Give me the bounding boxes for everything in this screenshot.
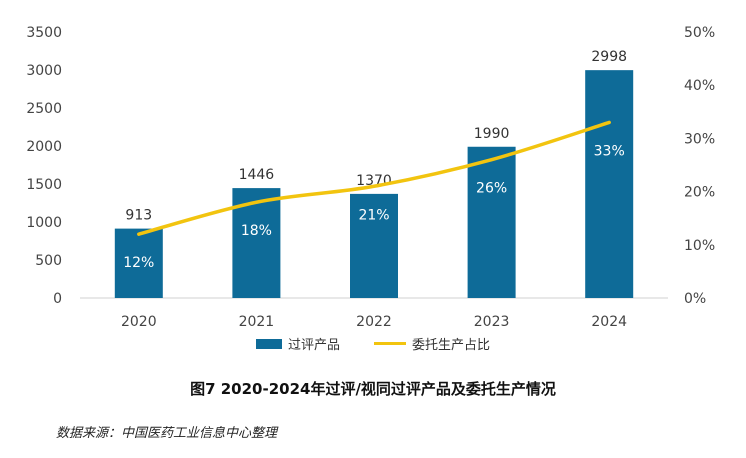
legend-item-bar: 过评产品 — [255, 334, 340, 353]
bar — [114, 228, 163, 298]
bar — [585, 70, 634, 298]
y-right-tick-label: 10% — [684, 238, 715, 254]
legend-label-bar: 过评产品 — [287, 338, 340, 353]
bar — [350, 193, 398, 298]
chart-svg: 0 500 1000 1500 2000 2500 3000 3500 0% 10% 20% 30% 4… — [26, 25, 715, 330]
y-right-tick-label: 20% — [684, 185, 715, 201]
data-source: 数据来源：中国医药工业信息中心整理 — [56, 426, 278, 441]
line-value-label: 26% — [476, 181, 507, 197]
y-left-tick-label: 3000 — [26, 63, 62, 79]
legend-swatch-line — [374, 342, 406, 345]
bar-value-label: 1446 — [239, 167, 275, 183]
y-right-tick-label: 40% — [684, 78, 715, 94]
line-value-label: 21% — [358, 207, 389, 223]
y-right-tick-label: 50% — [684, 25, 715, 41]
legend-swatch-bar — [255, 338, 282, 349]
legend: 过评产品 委托生产占比 — [0, 334, 746, 353]
bar-value-label: 913 — [125, 208, 152, 224]
x-tick-label: 2021 — [239, 314, 275, 330]
legend-item-line: 委托生产占比 — [374, 334, 490, 353]
x-tick-label: 2020 — [121, 314, 157, 330]
line-value-label: 12% — [123, 255, 154, 271]
y-left-tick-label: 1000 — [26, 215, 62, 231]
chart-caption: 图7 2020-2024年过评/视同过评产品及委托生产情况 — [190, 380, 556, 398]
bar — [467, 146, 516, 298]
y-left-tick-label: 3500 — [26, 25, 62, 41]
x-tick-label: 2022 — [356, 314, 392, 330]
y-right-tick-label: 0% — [684, 291, 706, 307]
y-left-tick-label: 0 — [53, 291, 62, 307]
ratio-line — [137, 120, 611, 236]
y-left-tick-label: 2000 — [26, 139, 62, 155]
x-tick-label: 2024 — [591, 314, 627, 330]
line-value-label: 33% — [594, 143, 625, 159]
y-left-tick-label: 1500 — [26, 177, 62, 193]
y-left-tick-label: 2500 — [26, 101, 62, 117]
legend-label-line: 委托生产占比 — [412, 338, 491, 353]
bar-value-label: 2998 — [591, 49, 627, 65]
bar-value-label: 1990 — [474, 126, 510, 142]
y-left-tick-label: 500 — [35, 253, 62, 269]
line-value-label: 18% — [241, 223, 272, 239]
y-right-tick-label: 30% — [684, 131, 715, 147]
x-tick-label: 2023 — [474, 314, 510, 330]
